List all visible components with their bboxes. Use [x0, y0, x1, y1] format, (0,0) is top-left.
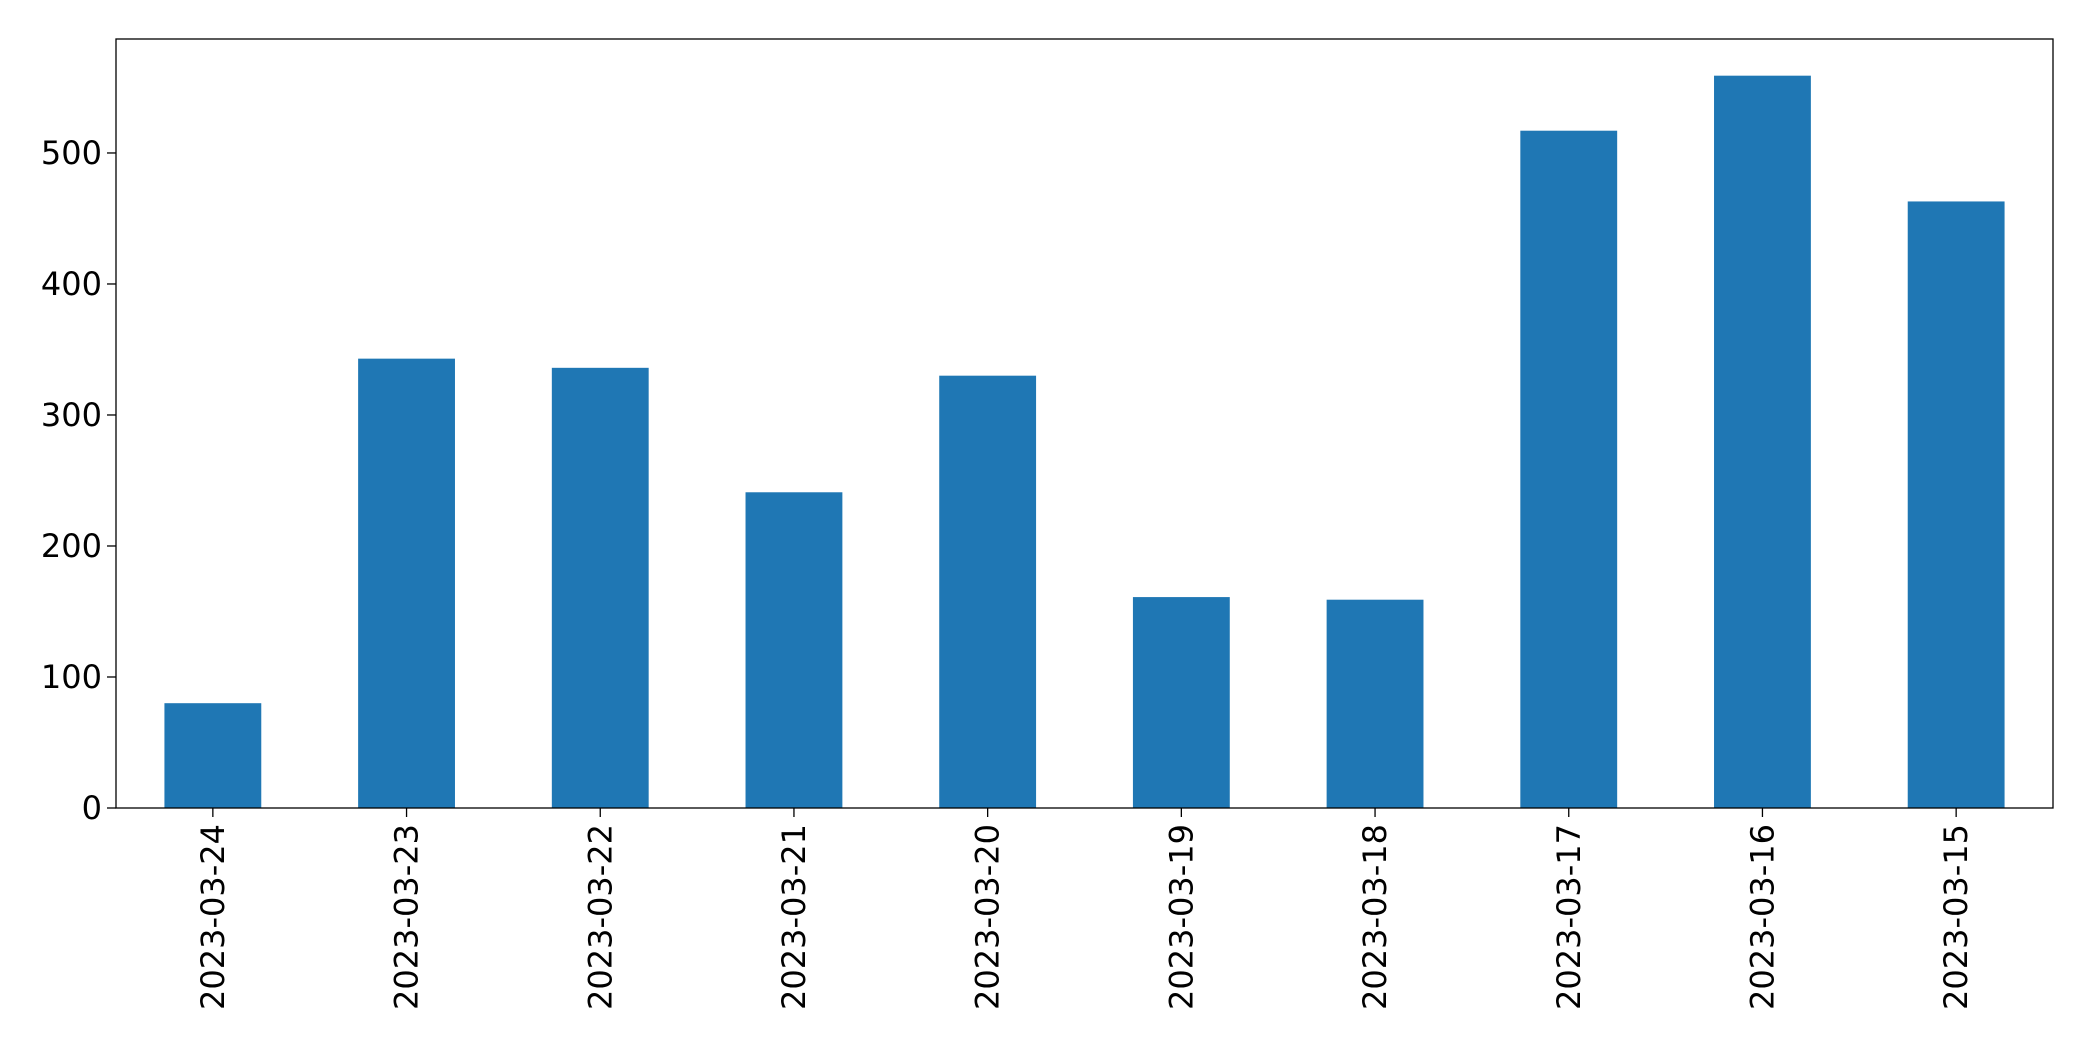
x-tick-label: 2023-03-22 [581, 824, 619, 1010]
bar [1714, 75, 1811, 808]
x-tick-label: 2023-03-16 [1743, 824, 1781, 1010]
x-tick-label: 2023-03-19 [1162, 824, 1200, 1010]
bar [1520, 130, 1618, 808]
x-tick-label: 2023-03-20 [969, 824, 1007, 1010]
bar [1907, 201, 2005, 808]
x-tick-label: 2023-03-15 [1937, 824, 1975, 1010]
x-tick-label: 2023-03-18 [1356, 824, 1394, 1010]
bar [745, 492, 843, 808]
y-tick-label: 200 [41, 527, 102, 565]
y-tick-label: 100 [41, 658, 102, 696]
y-tick-label: 500 [41, 134, 102, 172]
bar [1326, 599, 1424, 808]
x-tick-label: 2023-03-24 [194, 824, 232, 1010]
x-tick-label: 2023-03-23 [388, 824, 426, 1010]
y-tick-label: 0 [82, 789, 102, 827]
bar [939, 375, 1037, 808]
bar [1132, 597, 1230, 808]
x-tick-label: 2023-03-21 [775, 824, 813, 1010]
plot-frame [115, 38, 2054, 809]
bar [358, 358, 455, 808]
bar [164, 703, 262, 808]
y-tick-label: 300 [41, 396, 102, 434]
y-tick-label: 400 [41, 265, 102, 303]
x-tick-label: 2023-03-17 [1550, 824, 1588, 1010]
bar [551, 367, 649, 808]
